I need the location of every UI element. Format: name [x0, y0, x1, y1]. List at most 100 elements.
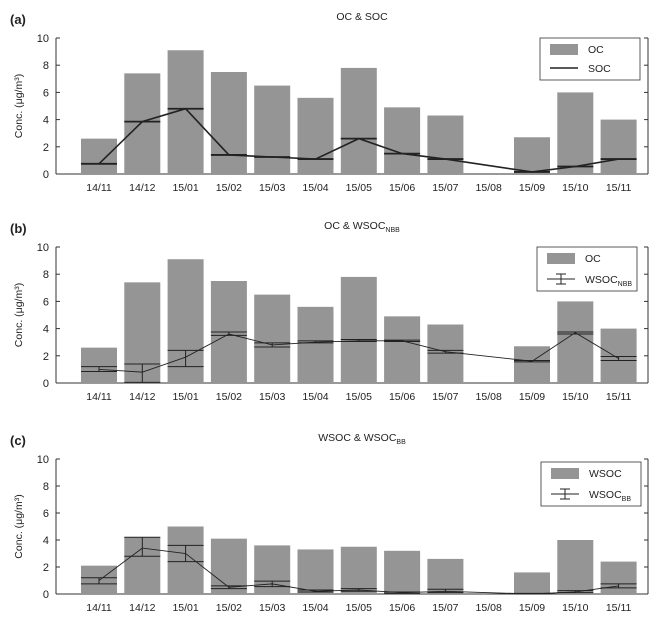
legend-label: OC: [588, 44, 604, 56]
x-tick-label: 15/08: [476, 602, 502, 614]
bar: [210, 538, 247, 594]
x-tick-label: 14/12: [129, 391, 155, 403]
x-tick-label: 15/06: [389, 391, 415, 403]
x-tick-label: 15/06: [389, 602, 415, 614]
legend: OC WSOCNBB: [536, 246, 638, 292]
legend-label-main: OC: [585, 253, 601, 265]
bar: [384, 316, 421, 383]
bar: [557, 540, 594, 594]
legend-label-main: WSOC: [589, 468, 622, 480]
y-tick-label: 10: [37, 242, 49, 254]
panel-label: (c): [10, 433, 26, 448]
y-tick-label: 0: [43, 589, 49, 601]
bar: [340, 546, 377, 594]
chart-panel-a: (a) OC & SOC 0 2 4 6 8 10 Conc. (μg/m³) 14/11 14/1…: [10, 11, 649, 194]
chart-title-main: OC & WSOC: [324, 220, 386, 232]
chart-title: WSOC & WSOCBB: [318, 432, 406, 446]
x-tick-label: 15/10: [562, 182, 588, 194]
x-tick-label: 15/11: [606, 391, 632, 403]
y-tick-label: 4: [43, 115, 49, 127]
x-tick-label: 14/11: [86, 602, 112, 614]
y-axis-label: Conc. (μg/m³): [13, 74, 25, 138]
bar: [384, 107, 421, 174]
bar: [600, 119, 637, 174]
legend-label-main: OC: [588, 44, 604, 56]
y-tick-label: 2: [43, 562, 49, 574]
y-tick-label: 4: [43, 324, 49, 336]
x-tick-label: 15/10: [562, 602, 588, 614]
x-tick-label: 15/05: [346, 602, 372, 614]
y-tick-label: 8: [43, 269, 49, 281]
x-tick-label: 15/01: [172, 182, 198, 194]
x-tick-label: 15/08: [476, 391, 502, 403]
y-tick-label: 10: [37, 454, 49, 466]
legend-label-subscript: BB: [622, 496, 632, 503]
x-tick-label: 15/09: [519, 391, 545, 403]
bar: [254, 85, 291, 174]
x-tick-label: 15/01: [172, 391, 198, 403]
x-tick-label: 15/07: [432, 391, 458, 403]
bar: [514, 137, 550, 174]
x-tick-label: 14/11: [86, 391, 112, 403]
x-tick-label: 15/09: [519, 182, 545, 194]
y-tick-label: 0: [43, 378, 49, 390]
x-tick-label: 14/12: [129, 182, 155, 194]
bar: [557, 301, 594, 383]
x-tick-label: 15/07: [432, 182, 458, 194]
bar: [210, 72, 247, 174]
x-tick-label: 15/08: [476, 182, 502, 194]
y-tick-label: 0: [43, 169, 49, 181]
bar: [427, 324, 464, 383]
y-tick-label: 2: [43, 142, 49, 154]
legend-label: WSOCNBB: [585, 274, 632, 288]
y-tick-label: 6: [43, 508, 49, 520]
legend-label-subscript: NBB: [618, 281, 633, 288]
y-tick-label: 2: [43, 351, 49, 363]
legend-label: OC: [585, 253, 601, 265]
x-tick-label: 15/02: [216, 391, 242, 403]
legend-label: WSOC: [589, 468, 622, 480]
bar: [297, 97, 334, 174]
bar: [427, 558, 464, 594]
y-tick-label: 8: [43, 481, 49, 493]
chart-title-main: OC & SOC: [336, 11, 388, 23]
series-line: [98, 107, 619, 173]
chart-title: OC & SOC: [336, 11, 388, 23]
legend: OC SOC: [539, 37, 641, 81]
bar: [514, 572, 550, 594]
y-tick-label: 6: [43, 296, 49, 308]
x-tick-label: 15/05: [346, 182, 372, 194]
chart-title-main: WSOC & WSOC: [318, 432, 397, 444]
x-tick-label: 15/09: [519, 602, 545, 614]
x-tick-label: 15/03: [259, 182, 285, 194]
bar: [254, 294, 291, 383]
bar: [600, 561, 637, 594]
legend-swatch-bar: [550, 44, 578, 55]
bar: [81, 138, 117, 174]
bar: [427, 115, 464, 174]
bar: [384, 550, 421, 594]
y-axis-label: Conc. (μg/m³): [13, 283, 25, 347]
bar: [340, 276, 377, 383]
x-tick-label: 15/11: [606, 182, 632, 194]
x-tick-label: 14/11: [86, 182, 112, 194]
legend-swatch-bar: [547, 253, 575, 264]
bar: [81, 347, 117, 383]
x-tick-label: 15/10: [562, 391, 588, 403]
x-tick-label: 15/01: [172, 602, 198, 614]
bar: [297, 306, 334, 383]
chart-title-subscript: NBB: [385, 227, 400, 234]
bar: [124, 73, 161, 174]
x-tick-label: 15/03: [259, 602, 285, 614]
x-tick-label: 15/06: [389, 182, 415, 194]
bar: [297, 549, 334, 594]
legend-label-main: WSOC: [585, 274, 618, 286]
x-tick-label: 14/12: [129, 602, 155, 614]
bar: [514, 346, 550, 383]
x-tick-label: 15/02: [216, 182, 242, 194]
y-tick-label: 10: [37, 33, 49, 45]
chart-title: OC & WSOCNBB: [324, 220, 400, 234]
